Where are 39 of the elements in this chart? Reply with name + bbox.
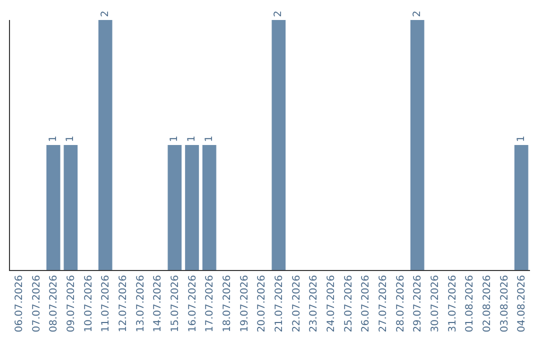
x-tick-label: 03.08.2026 <box>499 275 510 332</box>
x-tick-label: 09.07.2026 <box>66 275 77 332</box>
x-tick-label: 24.07.2026 <box>326 275 337 332</box>
x-tick-label: 30.07.2026 <box>430 275 441 332</box>
data-label: 2 <box>412 10 423 17</box>
x-tick-label: 13.07.2026 <box>135 275 146 332</box>
x-tick-label: 07.07.2026 <box>31 275 42 332</box>
x-tick-label: 10.07.2026 <box>83 275 94 332</box>
data-label: 1 <box>516 136 527 142</box>
x-tick-label: 02.08.2026 <box>482 275 493 332</box>
x-tick-label: 29.07.2026 <box>412 275 424 332</box>
x-tick-label: 17.07.2026 <box>204 275 216 332</box>
x-tick-label: 08.07.2026 <box>48 275 60 332</box>
x-tick-label: 19.07.2026 <box>239 275 250 332</box>
x-tick-label: 15.07.2026 <box>170 275 181 332</box>
data-label: 1 <box>48 136 59 142</box>
x-tick-label: 04.08.2026 <box>516 275 528 332</box>
x-tick-label: 06.07.2026 <box>14 275 25 332</box>
x-tick-label: 26.07.2026 <box>360 275 372 332</box>
data-label: 2 <box>100 10 111 17</box>
data-label: 1 <box>65 136 76 142</box>
x-tick-label: 25.07.2026 <box>343 275 354 332</box>
x-tick-label: 27.07.2026 <box>378 275 389 332</box>
x-tick-label: 22.07.2026 <box>291 275 302 332</box>
x-tick-label: 01.08.2026 <box>464 275 476 332</box>
x-tick-label: 20.07.2026 <box>256 275 268 332</box>
data-label: 2 <box>273 10 284 17</box>
x-tick-label: 23.07.2026 <box>308 275 320 332</box>
data-label: 1 <box>169 136 180 142</box>
x-tick-label: 12.07.2026 <box>118 275 129 332</box>
x-tick-label: 21.07.2026 <box>274 275 285 332</box>
x-tick-label: 14.07.2026 <box>152 275 164 332</box>
x-tick-label: 28.07.2026 <box>395 275 406 332</box>
data-label: 1 <box>186 136 198 142</box>
data-label: 1 <box>204 136 215 142</box>
x-tick-label: 31.07.2026 <box>447 275 458 332</box>
x-tick-label: 16.07.2026 <box>187 275 198 332</box>
x-tick-label: 18.07.2026 <box>222 275 233 332</box>
x-tick-label: 11.07.2026 <box>100 275 112 332</box>
